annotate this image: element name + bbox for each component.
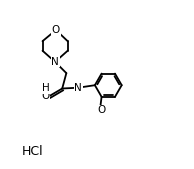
Text: O: O <box>52 25 60 35</box>
Text: H: H <box>42 83 49 93</box>
Text: O: O <box>97 105 106 115</box>
Text: N: N <box>51 57 59 67</box>
Text: O: O <box>42 91 50 101</box>
Text: N: N <box>74 83 82 93</box>
Text: HCl: HCl <box>22 145 43 158</box>
